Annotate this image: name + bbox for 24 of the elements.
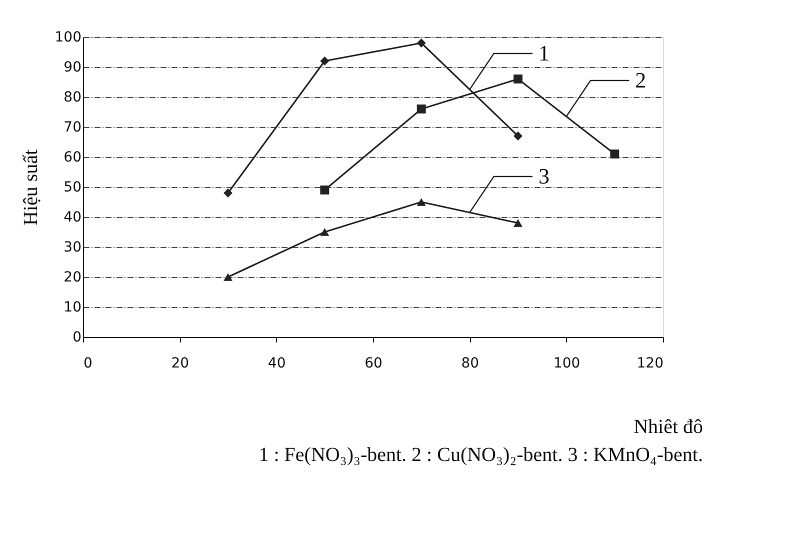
x-tick-label: 40 bbox=[268, 356, 286, 372]
y-tick-label: 70 bbox=[64, 120, 82, 136]
text: 1 : Fe(NO₃)₃-bent. 2 : Cu(NO₃)₂-bent. 3 : KMnO₄-bent. bbox=[258, 444, 703, 466]
y-tick-label: 100 bbox=[54, 30, 82, 46]
x-tick-label: 80 bbox=[461, 356, 480, 372]
x-tick-label: 60 bbox=[364, 356, 382, 372]
series-label: 3 bbox=[538, 164, 550, 188]
x-tick-label: 120 bbox=[636, 356, 664, 372]
y-tick-label: 60 bbox=[64, 150, 82, 166]
x-tick-label: 20 bbox=[171, 356, 190, 372]
y-tick-label: 80 bbox=[64, 90, 82, 106]
y-tick-label: 50 bbox=[64, 180, 82, 196]
y-tick-label: 10 bbox=[64, 300, 82, 316]
y-axis-title: Hiệu suất bbox=[20, 149, 42, 226]
text: 1 bbox=[538, 40, 550, 66]
y-tick-label: 40 bbox=[64, 210, 82, 226]
y-tick-label: 30 bbox=[64, 240, 82, 256]
text: 2 bbox=[635, 68, 646, 92]
y-tick-label: 90 bbox=[64, 60, 82, 76]
x-tick-label: 0 bbox=[84, 356, 92, 372]
y-tick-label: 20 bbox=[64, 270, 82, 286]
x-axis-title: Nhiêt đô bbox=[634, 416, 703, 438]
x-tick-label: 100 bbox=[553, 356, 580, 372]
y-tick-label: 0 bbox=[72, 330, 82, 346]
